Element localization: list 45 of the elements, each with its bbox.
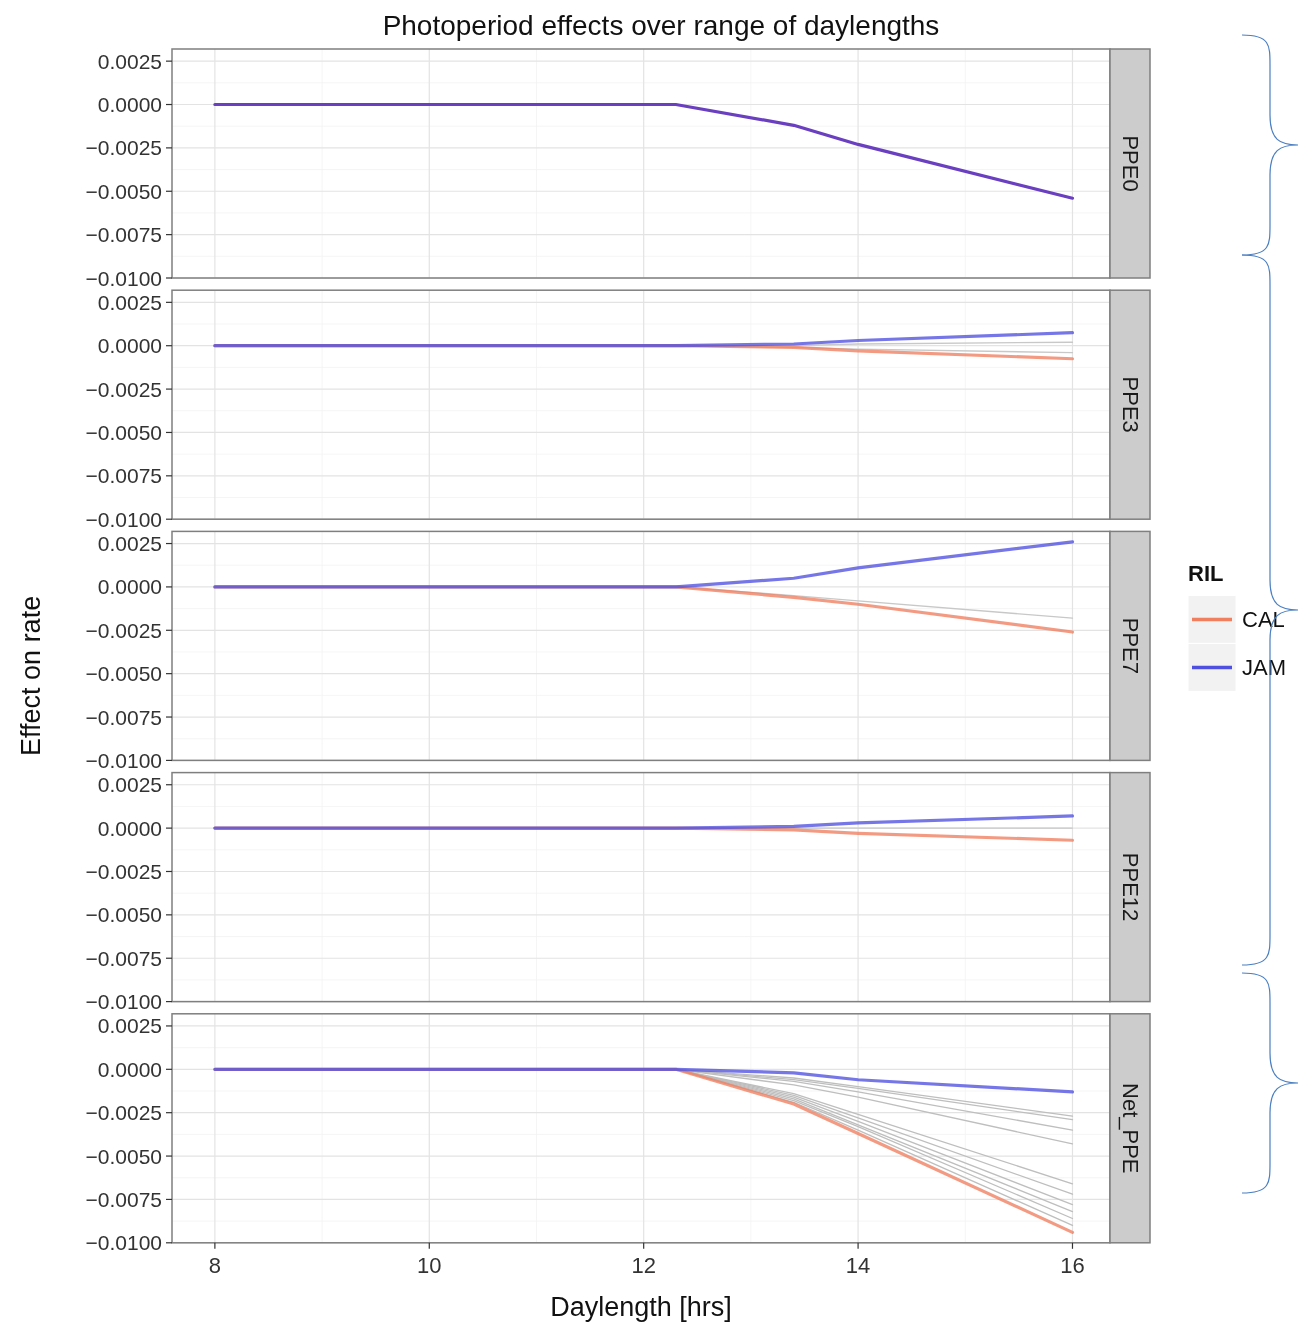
x-tick-label: 10 xyxy=(417,1252,442,1278)
y-tick-label: −0.0075 xyxy=(85,705,162,729)
y-tick-label: −0.0100 xyxy=(85,748,162,772)
y-tick-label: 0.0025 xyxy=(97,532,162,556)
text: PPE3 xyxy=(1117,376,1143,433)
y-tick-label: −0.0025 xyxy=(85,859,162,883)
y-tick-label: −0.0050 xyxy=(85,903,162,927)
legend-label: JAM xyxy=(1242,654,1286,680)
text: PPE7 xyxy=(1117,617,1143,675)
text: Net_PPE xyxy=(1117,1083,1143,1174)
y-axis-title: Effect on rate xyxy=(16,595,46,756)
y-tick-label: 0.0000 xyxy=(97,816,162,840)
y-tick-label: −0.0075 xyxy=(85,223,162,247)
y-tick-label: 0.0025 xyxy=(97,1014,162,1038)
y-tick-label: −0.0050 xyxy=(85,1144,162,1168)
y-tick-label: −0.0075 xyxy=(85,1187,162,1211)
y-tick-label: 0.0025 xyxy=(97,773,162,797)
y-tick-label: −0.0075 xyxy=(85,946,162,970)
y-tick-label: −0.0025 xyxy=(85,1101,162,1125)
y-tick-label: 0.0025 xyxy=(97,49,162,73)
y-tick-label: −0.0050 xyxy=(85,662,162,686)
y-tick-label: −0.0100 xyxy=(85,507,162,531)
y-tick-label: −0.0100 xyxy=(85,266,162,290)
text: PPE12 xyxy=(1117,852,1143,922)
y-tick-label: −0.0025 xyxy=(85,377,162,401)
y-tick-label: −0.0050 xyxy=(85,420,162,444)
y-tick-label: −0.0025 xyxy=(85,618,162,642)
y-tick-label: −0.0100 xyxy=(85,1231,162,1255)
legend-title: RIL xyxy=(1188,561,1224,587)
x-tick-label: 12 xyxy=(631,1252,656,1278)
y-tick-label: 0.0000 xyxy=(97,1057,162,1081)
y-tick-label: 0.0000 xyxy=(97,334,162,358)
y-tick-label: 0.0025 xyxy=(97,290,162,314)
chart-title: Photoperiod effects over range of daylengths xyxy=(382,10,940,41)
y-tick-label: −0.0075 xyxy=(85,464,162,488)
x-tick-label: 14 xyxy=(845,1252,871,1278)
y-tick-label: −0.0050 xyxy=(85,179,162,203)
x-axis-title: Daylength [hrs] xyxy=(550,1291,732,1322)
text: PPE0 xyxy=(1117,135,1143,192)
x-tick-label: 16 xyxy=(1060,1252,1085,1278)
y-tick-label: −0.0025 xyxy=(85,136,162,160)
y-tick-label: 0.0000 xyxy=(97,575,162,599)
y-tick-label: −0.0100 xyxy=(85,990,162,1014)
x-tick-label: 8 xyxy=(208,1252,222,1278)
y-tick-label: 0.0000 xyxy=(97,93,162,117)
